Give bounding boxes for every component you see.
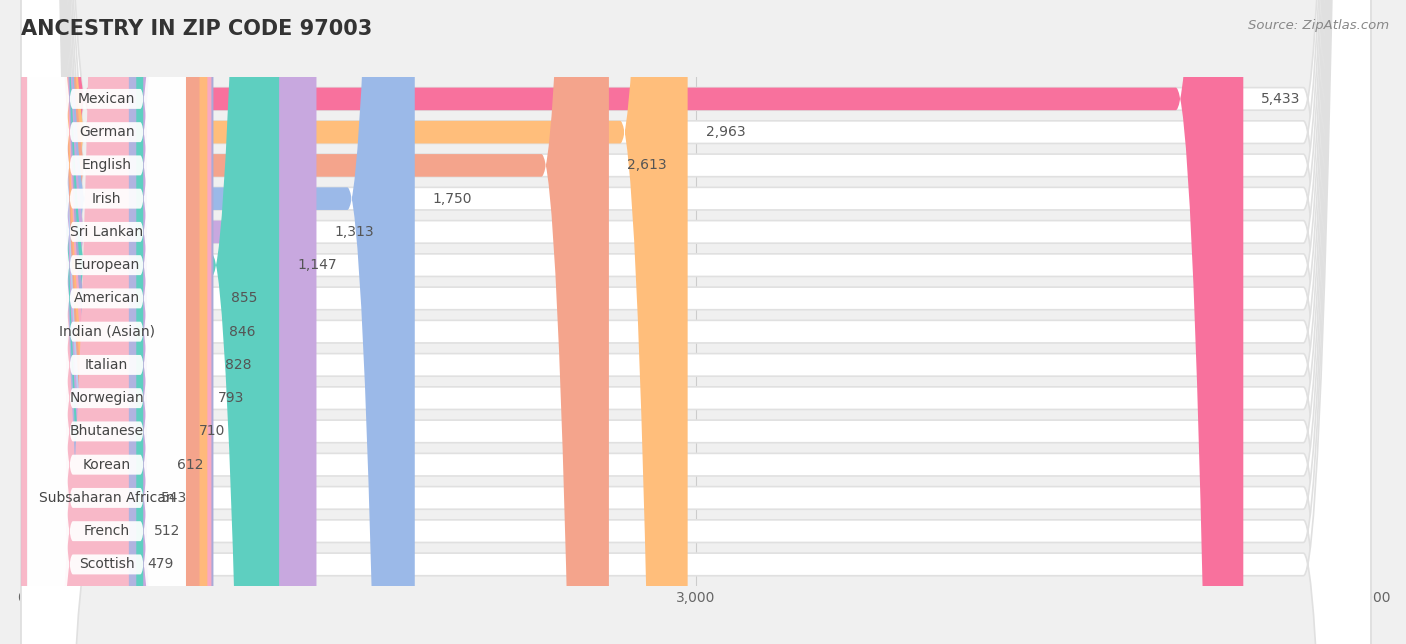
FancyBboxPatch shape: [21, 0, 129, 644]
FancyBboxPatch shape: [28, 0, 186, 644]
FancyBboxPatch shape: [21, 0, 316, 644]
FancyBboxPatch shape: [21, 0, 1371, 644]
FancyBboxPatch shape: [28, 0, 186, 644]
FancyBboxPatch shape: [21, 0, 136, 644]
FancyBboxPatch shape: [21, 0, 159, 644]
FancyBboxPatch shape: [21, 0, 280, 644]
Text: Norwegian: Norwegian: [69, 391, 143, 405]
FancyBboxPatch shape: [21, 0, 1371, 644]
FancyBboxPatch shape: [21, 0, 143, 644]
FancyBboxPatch shape: [28, 0, 186, 644]
FancyBboxPatch shape: [28, 0, 186, 644]
FancyBboxPatch shape: [21, 0, 1371, 644]
Text: French: French: [83, 524, 129, 538]
FancyBboxPatch shape: [28, 0, 186, 644]
FancyBboxPatch shape: [21, 0, 200, 644]
Text: 2,963: 2,963: [706, 125, 745, 139]
FancyBboxPatch shape: [28, 0, 186, 644]
Text: 855: 855: [232, 291, 257, 305]
FancyBboxPatch shape: [21, 0, 211, 644]
FancyBboxPatch shape: [21, 0, 1371, 644]
Text: 5,433: 5,433: [1261, 92, 1301, 106]
FancyBboxPatch shape: [21, 0, 1371, 644]
Text: English: English: [82, 158, 132, 173]
Text: 793: 793: [218, 391, 243, 405]
FancyBboxPatch shape: [28, 0, 186, 644]
Text: 828: 828: [225, 358, 252, 372]
Text: 1,750: 1,750: [433, 192, 472, 205]
FancyBboxPatch shape: [21, 0, 207, 644]
FancyBboxPatch shape: [21, 0, 214, 644]
FancyBboxPatch shape: [21, 0, 1371, 644]
Text: 612: 612: [177, 458, 204, 471]
FancyBboxPatch shape: [21, 0, 1371, 644]
FancyBboxPatch shape: [21, 0, 181, 644]
Text: 1,147: 1,147: [297, 258, 337, 272]
Text: 846: 846: [229, 325, 256, 339]
FancyBboxPatch shape: [28, 0, 186, 644]
Text: 512: 512: [155, 524, 180, 538]
FancyBboxPatch shape: [28, 0, 186, 644]
FancyBboxPatch shape: [28, 0, 186, 644]
FancyBboxPatch shape: [28, 0, 186, 644]
Text: American: American: [73, 291, 139, 305]
FancyBboxPatch shape: [21, 0, 609, 644]
Text: ANCESTRY IN ZIP CODE 97003: ANCESTRY IN ZIP CODE 97003: [21, 19, 373, 39]
FancyBboxPatch shape: [28, 0, 186, 644]
Text: 2,613: 2,613: [627, 158, 666, 173]
FancyBboxPatch shape: [21, 0, 415, 644]
Text: 1,313: 1,313: [335, 225, 374, 239]
Text: Italian: Italian: [84, 358, 128, 372]
Text: Korean: Korean: [83, 458, 131, 471]
Text: 479: 479: [146, 558, 173, 571]
FancyBboxPatch shape: [21, 0, 1371, 644]
Text: Bhutanese: Bhutanese: [69, 424, 143, 439]
FancyBboxPatch shape: [21, 0, 688, 644]
FancyBboxPatch shape: [28, 0, 186, 644]
FancyBboxPatch shape: [21, 0, 1371, 644]
Text: European: European: [73, 258, 139, 272]
FancyBboxPatch shape: [28, 0, 186, 644]
Text: Indian (Asian): Indian (Asian): [59, 325, 155, 339]
FancyBboxPatch shape: [21, 0, 1243, 644]
Text: Mexican: Mexican: [77, 92, 135, 106]
Text: Sri Lankan: Sri Lankan: [70, 225, 143, 239]
FancyBboxPatch shape: [21, 0, 1371, 644]
FancyBboxPatch shape: [21, 0, 1371, 644]
FancyBboxPatch shape: [21, 0, 1371, 644]
FancyBboxPatch shape: [21, 0, 1371, 644]
FancyBboxPatch shape: [21, 0, 1371, 644]
Text: German: German: [79, 125, 135, 139]
FancyBboxPatch shape: [21, 0, 1371, 644]
Text: Subsaharan African: Subsaharan African: [39, 491, 174, 505]
FancyBboxPatch shape: [28, 0, 186, 644]
Text: Scottish: Scottish: [79, 558, 135, 571]
Text: 710: 710: [198, 424, 225, 439]
Text: Source: ZipAtlas.com: Source: ZipAtlas.com: [1249, 19, 1389, 32]
Text: 543: 543: [162, 491, 187, 505]
Text: Irish: Irish: [91, 192, 121, 205]
